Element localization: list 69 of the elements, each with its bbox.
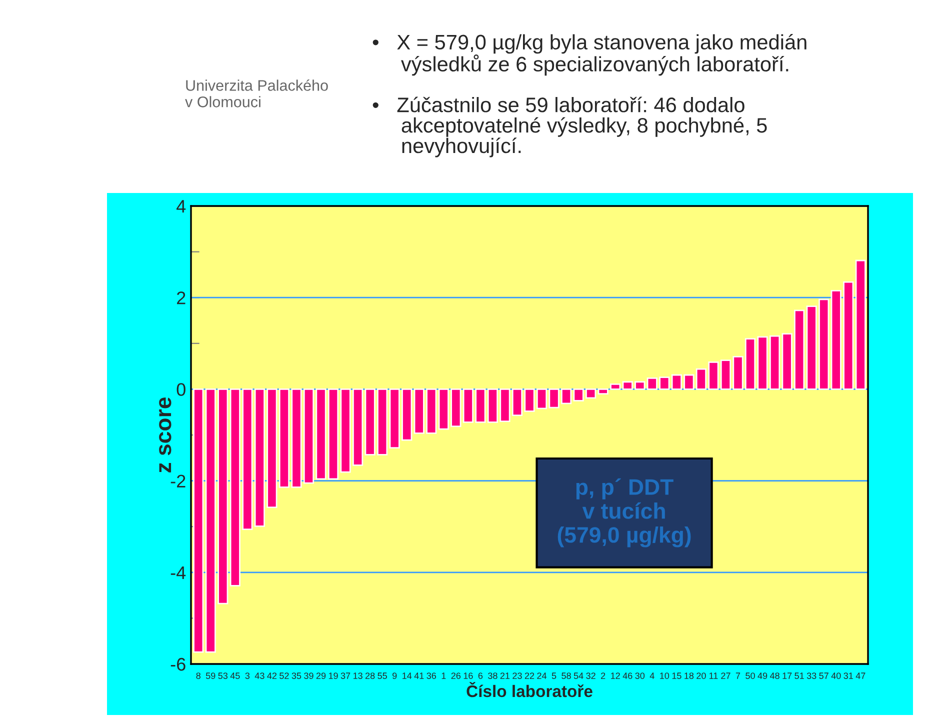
x-tick-label: 7 xyxy=(736,672,740,679)
y-tick-label: -2 xyxy=(170,474,186,488)
x-tick-label: 29 xyxy=(316,672,326,679)
y-tick-label: -4 xyxy=(170,566,186,579)
x-tick-label: 52 xyxy=(280,672,289,679)
x-tick-label: 4 xyxy=(650,672,654,679)
x-tick-label: 54 xyxy=(574,672,584,679)
x-tick-label: 30 xyxy=(635,672,645,679)
bar xyxy=(855,260,866,390)
x-tick-label: 24 xyxy=(537,672,547,679)
x-tick-label: 12 xyxy=(611,672,620,679)
x-tick-label: 9 xyxy=(392,672,397,679)
x-tick-label: 32 xyxy=(586,672,596,679)
y-tick-label: 0 xyxy=(176,383,186,396)
text: Univerzita Palackého v Olomouci xyxy=(185,79,328,108)
x-tick-label: 58 xyxy=(562,672,571,679)
y-tick-label: 2 xyxy=(177,292,186,304)
x-tick-label: 37 xyxy=(340,672,350,679)
x-tick-label: 46 xyxy=(622,672,632,679)
x-tick-label: 11 xyxy=(709,672,718,679)
x-tick-label: 15 xyxy=(672,672,682,679)
x-tick-label: 42 xyxy=(267,672,277,679)
x-tick-label: 49 xyxy=(758,672,768,679)
x-tick-label: 14 xyxy=(402,672,412,679)
x-tick-label: 38 xyxy=(488,672,498,679)
x-tick-label: 1 xyxy=(442,672,446,679)
x-tick-label: 27 xyxy=(721,672,730,679)
x-tick-label: 53 xyxy=(218,672,228,679)
x-tick-label: 16 xyxy=(464,672,473,679)
x-tick-label: 22 xyxy=(524,672,534,679)
x-tick-label: 35 xyxy=(292,672,302,679)
x-tick-label: 43 xyxy=(254,672,264,679)
x-tick-label: 31 xyxy=(844,672,853,679)
x-tick-label: 28 xyxy=(365,672,375,679)
x-tick-label: 39 xyxy=(304,672,314,679)
x-tick-label: 5 xyxy=(552,672,556,679)
x-tick-label: 8 xyxy=(196,672,200,679)
x-tick-label: 50 xyxy=(746,672,755,679)
x-tick-label: 51 xyxy=(794,672,804,679)
x-tick-label: 48 xyxy=(770,672,780,679)
x-tick-label: 6 xyxy=(478,672,483,679)
bar xyxy=(193,388,204,653)
x-tick-label: 2 xyxy=(601,672,606,679)
y-tick-label: 4 xyxy=(176,200,186,213)
text: • Zúčastnilo se 59 laboratoří: 46 dodalo akceptovatelné výsledky, 8 pochybné, 5 nevyhovující. xyxy=(372,96,767,158)
x-tick-label: 18 xyxy=(684,672,694,679)
x-tick-label: 21 xyxy=(500,672,510,679)
x-tick-label: 13 xyxy=(353,672,362,679)
x-tick-label: 19 xyxy=(328,672,338,679)
x-tick-label: 23 xyxy=(512,672,522,679)
x-tick-label: 40 xyxy=(831,672,841,679)
x-tick-label: 55 xyxy=(378,672,387,679)
x-tick-label: 47 xyxy=(856,672,866,679)
x-axis-title: Číslo laboratoře xyxy=(466,682,592,698)
x-tick-label: 20 xyxy=(696,672,706,679)
x-tick-label: 17 xyxy=(782,672,792,679)
x-tick-label: 36 xyxy=(426,672,436,679)
y-axis-title: z score xyxy=(159,397,172,472)
x-tick-label: 59 xyxy=(206,672,216,679)
x-tick-label: 33 xyxy=(806,672,816,679)
text: • X = 579,0 µg/kg byla stanovena jako medián výsledků ze 6 specializovaných laboratoří. xyxy=(372,34,806,76)
x-tick-label: 26 xyxy=(451,672,461,679)
annotation: p, p´ DDT v tucích (579,0 µg/kg) xyxy=(558,478,691,548)
x-tick-label: 57 xyxy=(819,672,828,679)
x-tick-label: 45 xyxy=(230,672,240,679)
x-tick-label: 10 xyxy=(660,672,670,679)
y-tick-label: -6 xyxy=(170,658,186,671)
x-tick-label: 41 xyxy=(414,672,424,679)
x-tick-label: 3 xyxy=(245,672,250,679)
